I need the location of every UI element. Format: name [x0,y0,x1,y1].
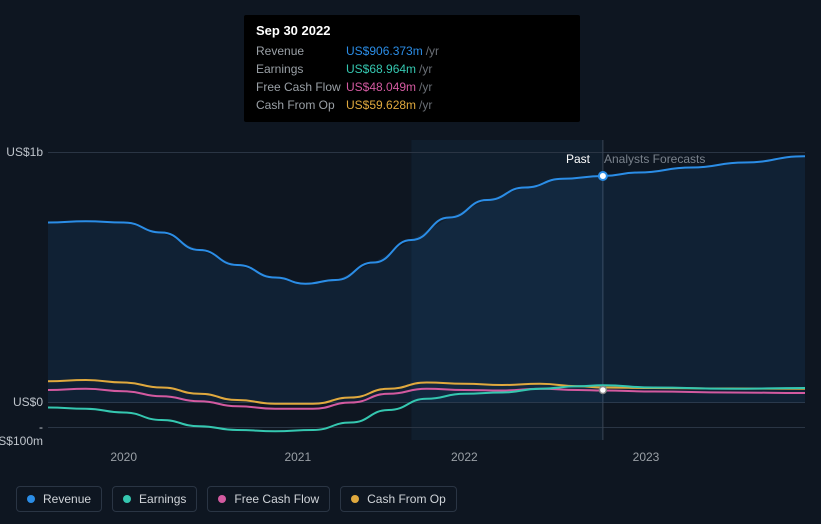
legend-item[interactable]: Revenue [16,486,102,512]
tooltip-row: Cash From OpUS$59.628m/yr [256,96,568,114]
tooltip-label: Cash From Op [256,98,346,112]
x-axis-label: 2022 [451,450,478,464]
tooltip-row: EarningsUS$68.964m/yr [256,60,568,78]
section-label-past: Past [566,152,590,166]
legend-item[interactable]: Free Cash Flow [207,486,330,512]
tooltip-unit: /yr [426,44,439,58]
legend-item[interactable]: Earnings [112,486,197,512]
chart-area[interactable]: Past Analysts Forecasts US$1bUS$0-US$100… [16,120,805,470]
y-axis-label: US$1b [6,145,43,159]
tooltip-row: RevenueUS$906.373m/yr [256,42,568,60]
tooltip-unit: /yr [419,62,432,76]
chart-tooltip: Sep 30 2022 RevenueUS$906.373m/yrEarning… [244,15,580,122]
tooltip-value: US$48.049m [346,80,416,94]
legend-dot-icon [218,495,226,503]
tooltip-unit: /yr [419,80,432,94]
legend-dot-icon [27,495,35,503]
legend: Revenue Earnings Free Cash Flow Cash From O… [16,486,457,512]
legend-label: Revenue [43,492,91,506]
tooltip-value: US$59.628m [346,98,416,112]
tooltip-label: Free Cash Flow [256,80,346,94]
tooltip-label: Revenue [256,44,346,58]
legend-dot-icon [351,495,359,503]
tooltip-value: US$68.964m [346,62,416,76]
tooltip-row: Free Cash FlowUS$48.049m/yr [256,78,568,96]
y-axis-label: -US$100m [0,420,43,448]
legend-dot-icon [123,495,131,503]
x-axis-label: 2020 [110,450,137,464]
legend-label: Earnings [139,492,186,506]
x-axis-label: 2023 [633,450,660,464]
legend-label: Free Cash Flow [234,492,319,506]
tooltip-label: Earnings [256,62,346,76]
tooltip-unit: /yr [419,98,432,112]
chart-svg [16,120,805,470]
legend-item[interactable]: Cash From Op [340,486,457,512]
tooltip-date: Sep 30 2022 [256,23,568,38]
y-axis-label: US$0 [13,395,43,409]
x-axis-label: 2021 [284,450,311,464]
legend-label: Cash From Op [367,492,446,506]
tooltip-value: US$906.373m [346,44,423,58]
section-label-forecast: Analysts Forecasts [604,152,705,166]
